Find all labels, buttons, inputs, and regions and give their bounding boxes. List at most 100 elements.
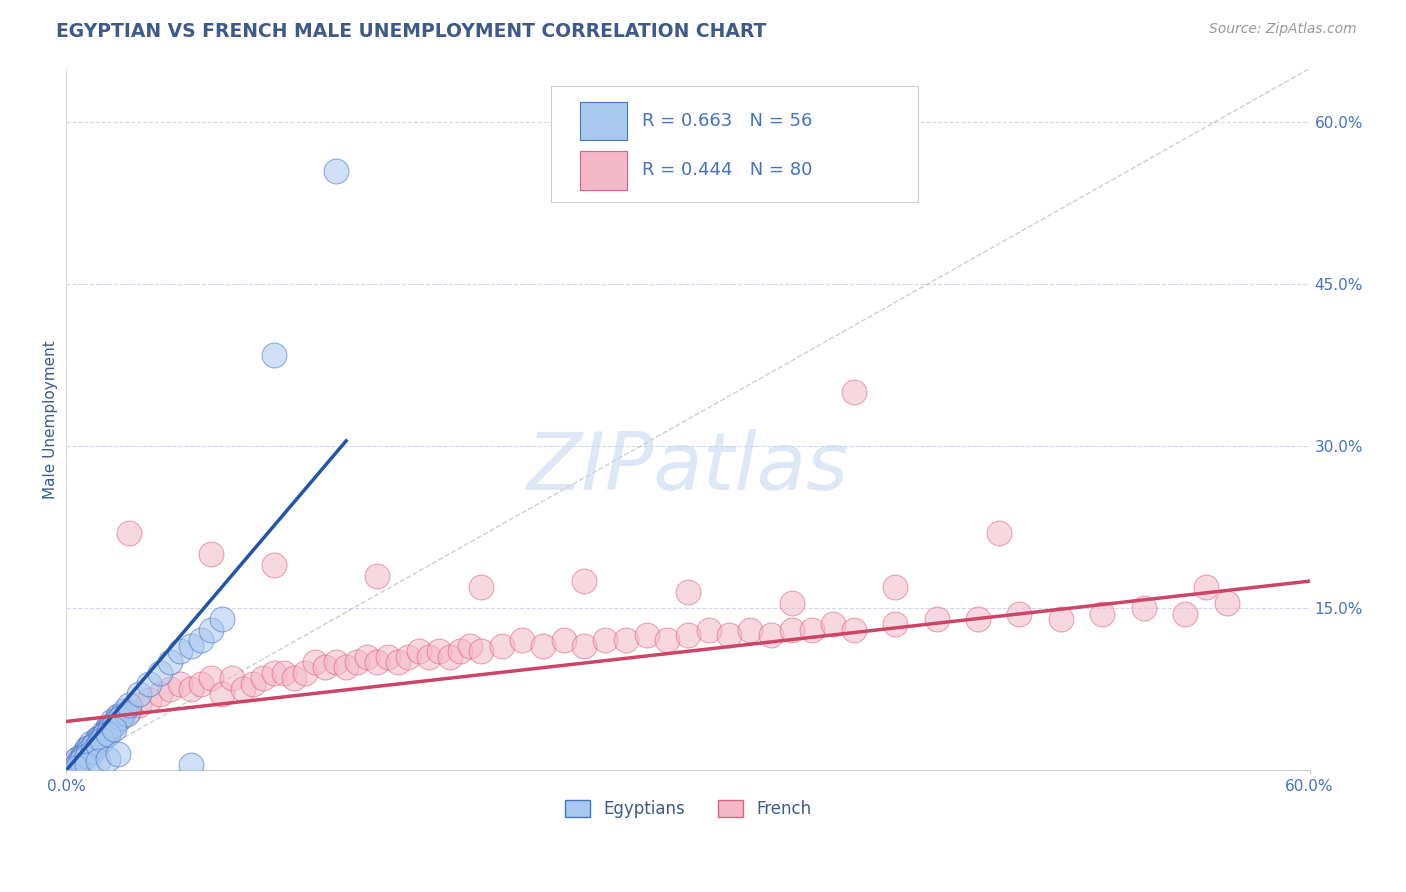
Point [89, 731, 111, 745]
Point [66, 761, 89, 775]
Point [593, 633, 616, 648]
Point [1091, 607, 1114, 621]
Point [72, 747, 94, 761]
Point [676, 628, 699, 642]
Point [377, 649, 399, 664]
Y-axis label: Male Unemployment: Male Unemployment [44, 340, 58, 499]
Point [149, 665, 172, 680]
Point [97, 752, 120, 766]
Point [110, 711, 132, 725]
Point [294, 665, 316, 680]
Point [97, 720, 120, 734]
Point [263, 558, 285, 572]
Point [190, 676, 212, 690]
Point [200, 671, 222, 685]
Legend: Egyptians, French: Egyptians, French [558, 793, 818, 825]
Point [77, 743, 100, 757]
Point [676, 585, 699, 599]
Point [114, 704, 136, 718]
Point [200, 623, 222, 637]
Point [1132, 601, 1154, 615]
Point [107, 747, 129, 761]
Point [697, 623, 720, 637]
Point [531, 639, 554, 653]
Point [76, 757, 98, 772]
Point [242, 676, 264, 690]
Point [439, 649, 461, 664]
Point [86, 738, 108, 752]
Point [190, 633, 212, 648]
Point [76, 748, 98, 763]
Point [987, 525, 1010, 540]
Point [101, 714, 124, 729]
Point [470, 580, 492, 594]
Point [86, 731, 108, 745]
Point [115, 706, 138, 721]
Point [76, 741, 98, 756]
Point [821, 617, 844, 632]
Point [842, 623, 865, 637]
Point [103, 717, 125, 731]
Point [263, 347, 285, 361]
Point [117, 704, 139, 718]
Point [86, 755, 108, 769]
Point [66, 757, 89, 772]
Point [335, 660, 357, 674]
Point [200, 547, 222, 561]
Point [510, 633, 533, 648]
Point [346, 655, 368, 669]
Point [84, 736, 107, 750]
Point [636, 628, 658, 642]
Point [1008, 607, 1031, 621]
Point [149, 688, 172, 702]
Point [103, 722, 125, 736]
Point [967, 612, 990, 626]
Point [77, 741, 100, 756]
Point [427, 644, 450, 658]
Point [169, 644, 191, 658]
Point [117, 698, 139, 713]
Point [801, 623, 824, 637]
Bar [579, 151, 627, 189]
Point [66, 757, 89, 772]
Point [366, 655, 388, 669]
Point [72, 750, 94, 764]
Point [283, 671, 305, 685]
Point [76, 741, 98, 756]
Point [169, 676, 191, 690]
Point [491, 639, 513, 653]
Point [138, 676, 160, 690]
Point [211, 612, 233, 626]
Point [1195, 580, 1218, 594]
Point [387, 655, 409, 669]
Point [925, 612, 948, 626]
Point [740, 623, 762, 637]
Point [98, 722, 121, 736]
Point [221, 671, 243, 685]
Point [408, 644, 430, 658]
Bar [579, 102, 627, 140]
Point [70, 752, 93, 766]
Point [614, 633, 637, 648]
Point [90, 732, 112, 747]
Point [1215, 596, 1237, 610]
Point [67, 755, 90, 769]
Point [180, 681, 202, 696]
Point [780, 596, 803, 610]
Point [574, 574, 596, 589]
Point [396, 649, 419, 664]
Point [70, 755, 93, 769]
Point [252, 671, 274, 685]
Point [574, 639, 596, 653]
Point [273, 665, 295, 680]
Point [93, 729, 115, 743]
Point [180, 757, 202, 772]
Point [82, 743, 104, 757]
Point [107, 709, 129, 723]
Point [93, 725, 115, 739]
Point [75, 747, 97, 761]
Point [780, 623, 803, 637]
FancyBboxPatch shape [551, 86, 918, 202]
Point [366, 568, 388, 582]
Point [718, 628, 741, 642]
